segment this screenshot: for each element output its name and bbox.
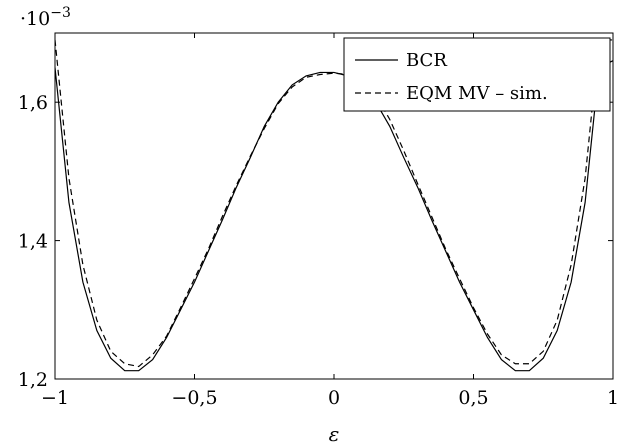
ticks-layer: −1 −0,5 0 0,5 1 1,2 1,4 1,6 — [18, 33, 619, 409]
legend-box — [343, 37, 611, 112]
legend-label-bcr: BCR — [406, 50, 447, 71]
x-tick-label: −0,5 — [171, 387, 217, 409]
y-tick-label: 1,4 — [18, 231, 48, 253]
x-axis-label: ε — [329, 422, 340, 446]
series-line-eqm-mv-sim — [55, 39, 613, 368]
x-tick-label: 0 — [328, 387, 340, 409]
legend: BCR EQM MV – sim. — [343, 37, 611, 112]
x-tick-label: 1 — [607, 387, 619, 409]
legend-label-eqm: EQM MV – sim. — [406, 83, 548, 104]
y-scale-factor: ·10−3 — [20, 5, 71, 30]
x-tick-label: −1 — [41, 387, 69, 409]
series-line-bcr — [55, 60, 613, 372]
x-tick-label: 0,5 — [458, 387, 488, 409]
y-scale-exponent: −3 — [50, 5, 71, 21]
series-layer — [55, 39, 613, 372]
y-tick-label: 1,6 — [18, 92, 48, 114]
y-tick-label: 1,2 — [18, 369, 48, 391]
